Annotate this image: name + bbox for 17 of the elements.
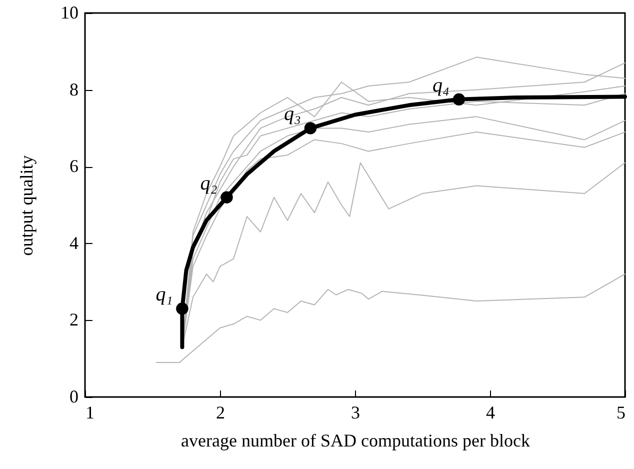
annotation: q₁ [156, 284, 173, 306]
x-tick-label: 3 [351, 402, 360, 422]
x-tick-label: 4 [486, 402, 495, 422]
y-tick-label: 10 [60, 2, 78, 22]
x-axis-title: average number of SAD computations per block [181, 430, 530, 450]
y-tick-label: 4 [70, 232, 78, 253]
y-axis-title: output quality [16, 155, 36, 256]
y-tick-label: 6 [70, 156, 78, 176]
annotation: q₃ [284, 103, 301, 126]
y-tick-label: 0 [70, 386, 78, 406]
y-tick-label: 2 [70, 310, 78, 330]
x-tick-label: 2 [216, 402, 225, 422]
x-tick-label: 1 [86, 402, 94, 422]
x-tick-label: 5 [616, 402, 626, 422]
annotation: q₄ [432, 74, 450, 96]
y-tick-label: 8 [70, 79, 78, 100]
annotation: q₂ [200, 172, 218, 194]
